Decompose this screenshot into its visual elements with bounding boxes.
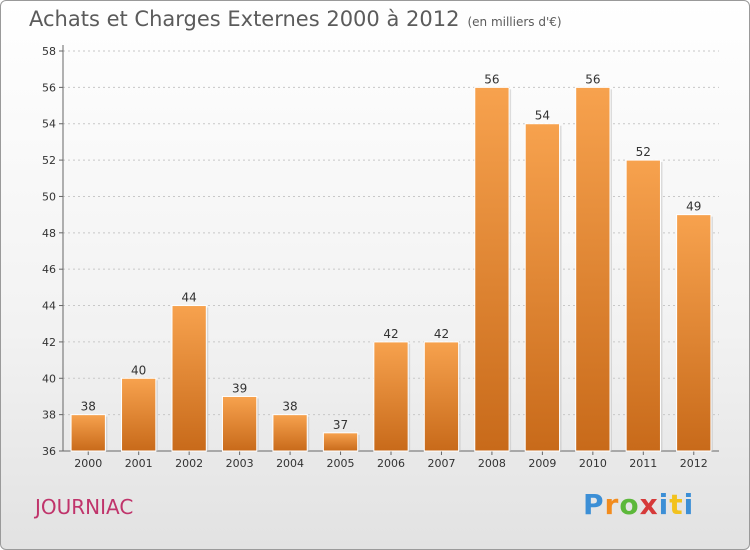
bar-2009 [524,123,561,452]
x-tick-label-2010: 2010 [579,457,607,470]
bar-2000 [70,414,106,452]
x-tick-label-2001: 2001 [125,457,153,470]
x-tick-label-2002: 2002 [175,457,203,470]
chart-unit: (en milliers d'€) [467,15,562,29]
y-tick-label: 42 [42,336,56,349]
bar-2011 [625,159,661,452]
value-label-2002: 44 [182,291,197,305]
y-tick-label: 48 [42,227,56,240]
x-tick-label-2011: 2011 [629,457,657,470]
y-tick-label: 36 [42,445,56,458]
x-tick-label-2006: 2006 [377,457,405,470]
x-tick-label-2007: 2007 [427,457,455,470]
y-tick-label: 58 [42,45,56,58]
value-label-2012: 49 [686,200,701,214]
bar-2004 [272,414,308,452]
x-tick-label-2012: 2012 [680,457,708,470]
x-tick-label-2004: 2004 [276,457,304,470]
y-tick-label: 56 [42,81,56,94]
y-tick-label: 50 [42,190,56,203]
x-tick-label-2003: 2003 [226,457,254,470]
bar-2012 [676,214,712,452]
x-tick-label-2000: 2000 [74,457,102,470]
bar-2005 [322,432,359,452]
value-label-2009: 54 [535,109,550,123]
bar-2006 [373,341,409,452]
value-label-2000: 38 [81,400,96,414]
bar-2008 [474,86,510,452]
y-tick-label: 54 [42,118,56,131]
value-label-2003: 39 [232,381,247,395]
x-tick-label-2008: 2008 [478,457,506,470]
bars [70,86,713,452]
value-label-2005: 37 [333,418,348,432]
value-label-2006: 42 [383,327,398,341]
chart-title: Achats et Charges Externes 2000 à 2012 (e… [29,7,562,31]
bar-2003 [221,395,258,452]
value-label-2011: 52 [636,145,651,159]
bar-2001 [121,377,157,452]
commune-name: JOURNIAC [35,495,134,519]
y-tick-label: 44 [42,300,56,313]
proxiti-logo: Proxiti [583,488,695,521]
chart-title-text: Achats et Charges Externes 2000 à 2012 [29,7,460,31]
x-tick-label-2009: 2009 [528,457,556,470]
bar-2002 [171,305,207,452]
value-label-2008: 56 [484,72,499,86]
value-label-2001: 40 [131,363,146,377]
y-tick-label: 46 [42,263,56,276]
value-label-2004: 38 [282,400,297,414]
bar-2007 [423,341,460,452]
y-tick-label: 52 [42,154,56,167]
x-tick-label-2005: 2005 [327,457,355,470]
value-label-2010: 56 [585,72,600,86]
bar-2010 [575,86,611,452]
labels: 36 38 40 42 44 46 48 50 52 54 56 58 38 2000 40 2001 44 20… [42,45,708,470]
value-label-2007: 42 [434,327,449,341]
y-tick-label: 38 [42,409,56,422]
y-tick-label: 40 [42,372,56,385]
